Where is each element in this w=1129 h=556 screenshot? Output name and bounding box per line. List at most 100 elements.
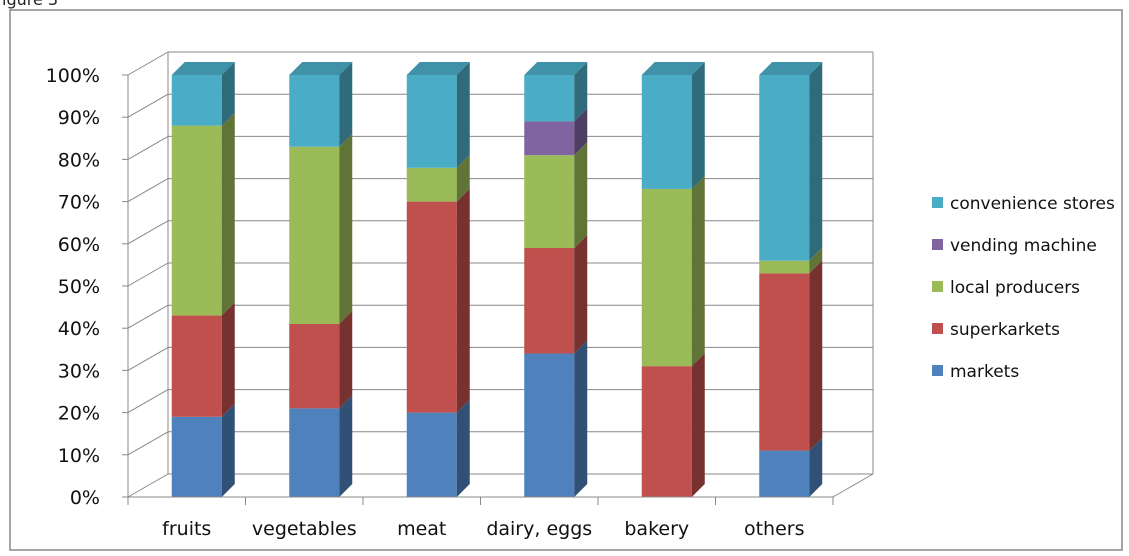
bar-side <box>339 62 353 147</box>
bar-segment-vending-machine <box>524 108 588 156</box>
bar-top <box>289 62 353 75</box>
bar-side <box>221 112 235 316</box>
gridline-diag <box>127 220 169 245</box>
bar-side <box>339 310 353 409</box>
bar-front <box>524 353 575 497</box>
legend-label: convenience stores <box>950 194 1115 214</box>
x-tick-label: fruits <box>162 518 211 540</box>
bars-layer <box>171 62 823 497</box>
y-tick-label: 40% <box>58 318 100 340</box>
bar-side <box>574 142 588 249</box>
bar-segment-superkarkets <box>406 188 470 413</box>
y-tick-label: 20% <box>58 403 100 425</box>
bar-segment-superkarkets <box>289 310 353 409</box>
bar-front <box>289 408 340 497</box>
bar-side <box>691 62 705 189</box>
bar-segment-convenience-stores <box>406 62 470 168</box>
bar-side <box>809 260 823 451</box>
bar-side <box>809 437 823 497</box>
bar-segment-convenience-stores <box>524 62 588 122</box>
bar-side <box>221 62 235 126</box>
gridline-diag <box>127 93 169 118</box>
bar-side <box>456 62 470 168</box>
gridline-diag <box>127 431 169 456</box>
bar-segment-local-producers <box>406 154 470 202</box>
bar-side <box>691 353 705 497</box>
legend-item: markets <box>932 362 1019 382</box>
bar-front <box>289 75 340 147</box>
bar-side <box>809 62 823 261</box>
bar-front <box>289 146 340 324</box>
bar-top <box>171 62 235 75</box>
bar-side <box>456 399 470 497</box>
bar-front <box>524 155 575 249</box>
y-tick-label: 70% <box>58 192 100 214</box>
bar-segment-markets <box>289 395 353 497</box>
bar-segment-local-producers <box>171 112 235 316</box>
bar-side <box>339 133 353 324</box>
bar-front <box>641 188 692 367</box>
bar-segment-markets <box>171 403 235 497</box>
bar-front <box>289 323 340 409</box>
bar-segment-convenience-stores <box>759 62 823 261</box>
bar-front <box>406 201 457 413</box>
bar-side <box>574 340 588 497</box>
gridline-diag <box>127 389 169 414</box>
legend-label: local producers <box>950 278 1080 298</box>
grid-layer <box>127 51 874 498</box>
bar-front <box>171 75 222 126</box>
bar-front <box>759 260 810 274</box>
bar-segment-markets <box>759 437 823 497</box>
legend-item: convenience stores <box>932 194 1115 214</box>
bar-side <box>691 175 705 367</box>
legend-swatch <box>932 281 943 292</box>
legend-item: vending machine <box>932 236 1097 256</box>
bar-top <box>759 62 823 75</box>
bar-side <box>574 62 588 122</box>
bar-side <box>221 302 235 417</box>
floor-right-edge <box>832 473 874 498</box>
bar-front <box>171 315 222 417</box>
bar-front <box>524 121 575 156</box>
bar-side <box>574 235 588 354</box>
gridline-diag <box>127 473 169 498</box>
y-tick-label: 80% <box>58 149 100 171</box>
legend-swatch <box>932 197 943 208</box>
legend-swatch <box>932 365 943 376</box>
gridline-diag <box>127 346 169 371</box>
legend-label: markets <box>950 362 1019 382</box>
x-tick-label: others <box>744 518 805 540</box>
bar-segment-convenience-stores <box>171 62 235 126</box>
bar-front <box>171 416 222 497</box>
gridline-diag <box>127 178 169 203</box>
bar-front <box>759 273 810 451</box>
legend: convenience stores vending machine local p… <box>932 194 1115 382</box>
legend-label: superkarkets <box>950 320 1060 340</box>
bar-side <box>809 247 823 274</box>
bar-segment-local-producers <box>759 247 823 274</box>
x-tick-label: vegetables <box>252 518 357 540</box>
bar-top <box>524 62 588 75</box>
bar-front <box>641 366 692 497</box>
bar-segment-local-producers <box>524 142 588 249</box>
bar-side <box>339 395 353 497</box>
bar-front <box>759 450 810 497</box>
gridline-diag <box>127 262 169 287</box>
gridline-diag <box>127 304 169 329</box>
bar-segment-convenience-stores <box>641 62 705 189</box>
bar-segment-local-producers <box>289 133 353 324</box>
bar-front <box>406 167 457 202</box>
bar-side <box>456 188 470 413</box>
y-tick-label: 100% <box>46 65 100 87</box>
bar-side <box>456 154 470 202</box>
bar-segment-markets <box>524 340 588 497</box>
bar-segment-local-producers <box>641 175 705 367</box>
bar-segment-markets <box>406 399 470 497</box>
axis-layer: 0% 10% 20% 30% 40% 50% 60% 70% 80% 90% 100% fruits v… <box>46 65 874 540</box>
figure-caption-fragment: igure 3 <box>2 0 58 9</box>
bar-segment-superkarkets <box>524 235 588 354</box>
bar-side <box>221 403 235 497</box>
bar-front <box>524 75 575 122</box>
